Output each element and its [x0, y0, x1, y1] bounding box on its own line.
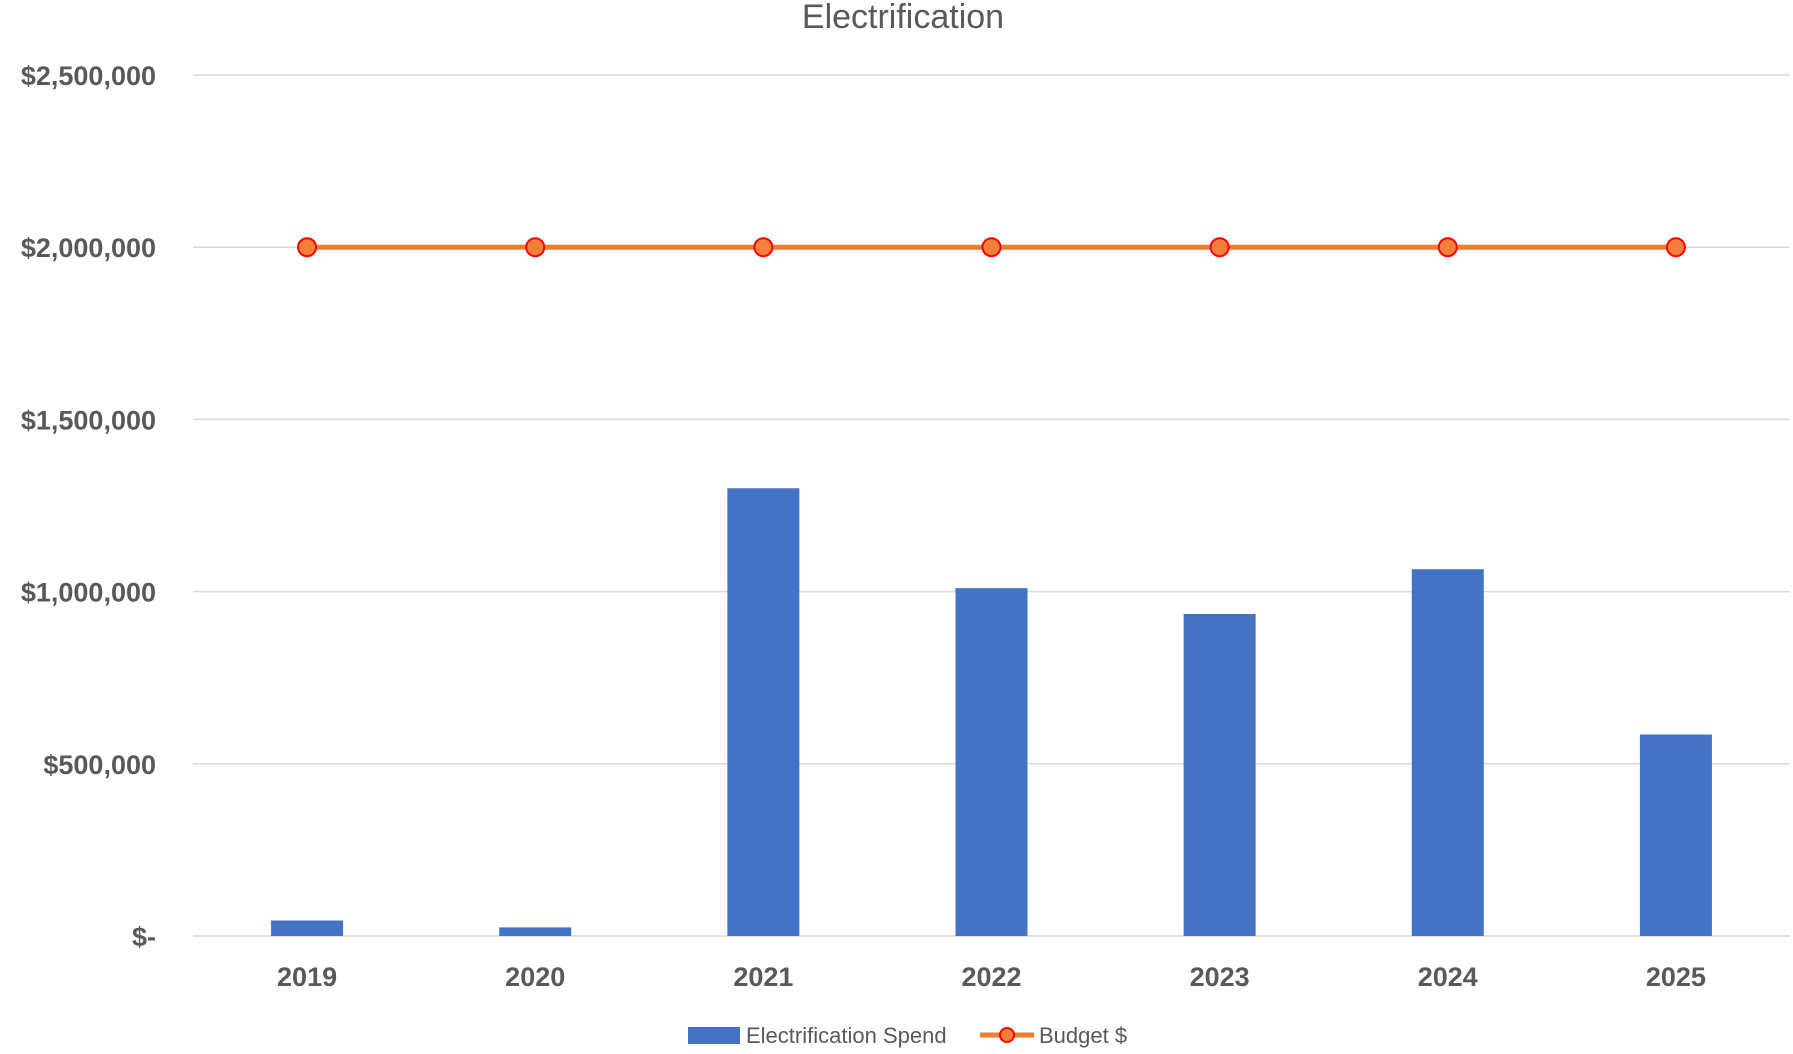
- bar-2024: [1411, 569, 1484, 936]
- chart-title: Electrification: [802, 0, 1004, 36]
- budget-point-2023: [1209, 237, 1230, 258]
- legend-swatch-marker: [999, 1027, 1015, 1043]
- budget-point-2020: [525, 237, 546, 258]
- x-tick-label: 2019: [277, 962, 337, 992]
- budget-point-2019: [297, 237, 318, 258]
- x-tick-label: 2022: [961, 962, 1021, 992]
- bar-2022: [955, 588, 1028, 936]
- x-tick-label: 2021: [733, 962, 793, 992]
- y-tick-label: $1,000,000: [21, 578, 156, 608]
- x-tick-label: 2020: [505, 962, 565, 992]
- y-tick-label: $1,500,000: [21, 405, 156, 435]
- budget-point-2025: [1665, 237, 1686, 258]
- y-tick-label: $2,000,000: [21, 233, 156, 263]
- legend-swatch-bar: [688, 1027, 740, 1044]
- legend: Electrification Spend Budget $: [688, 1023, 1127, 1048]
- bar-series: [271, 488, 1712, 936]
- budget-point-2021: [753, 237, 774, 258]
- line-series: [297, 237, 1686, 258]
- x-tick-label: 2024: [1418, 962, 1478, 992]
- x-axis-tick-labels: 2019 2020 2021 2022 2023 2024 2025: [277, 962, 1706, 992]
- y-tick-label: $2,500,000: [21, 61, 156, 91]
- y-axis-tick-labels: $- $500,000 $1,000,000 $1,500,000 $2,000,000…: [21, 61, 156, 952]
- bar-2019: [271, 920, 344, 936]
- y-tick-label: $500,000: [43, 750, 156, 780]
- legend-label-budget: Budget $: [1039, 1023, 1127, 1048]
- bar-2021: [727, 488, 800, 936]
- bar-2020: [499, 927, 572, 936]
- budget-point-2024: [1437, 237, 1458, 258]
- x-tick-label: 2025: [1646, 962, 1706, 992]
- budget-point-2022: [981, 237, 1002, 258]
- bar-2025: [1639, 734, 1712, 936]
- y-tick-label: $-: [132, 922, 156, 952]
- x-tick-label: 2023: [1190, 962, 1250, 992]
- bar-2023: [1183, 613, 1256, 936]
- legend-label-spend: Electrification Spend: [746, 1023, 947, 1048]
